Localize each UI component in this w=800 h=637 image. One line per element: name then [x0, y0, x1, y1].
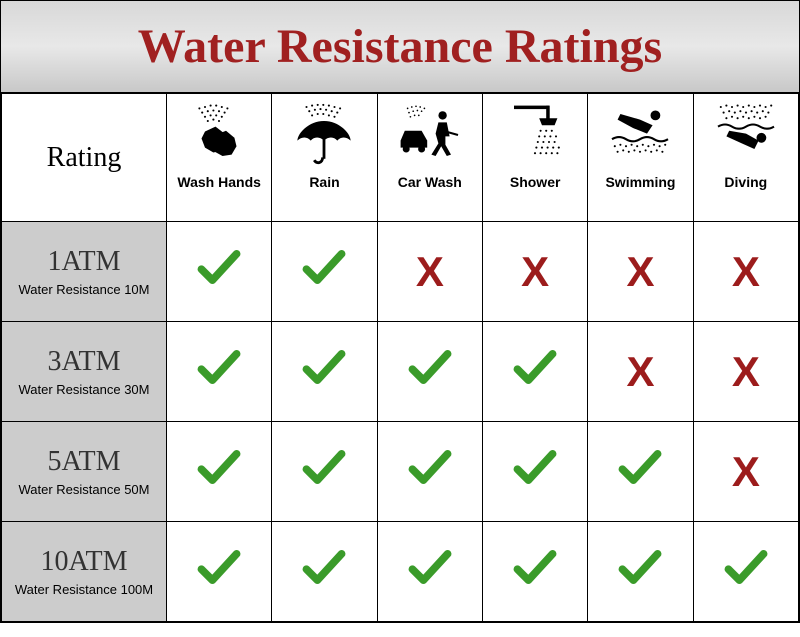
chart-container: Water Resistance Ratings Rating: [0, 0, 800, 623]
rating-cell: 3ATM Water Resistance 30M: [2, 322, 167, 422]
icon-label: Diving: [724, 174, 767, 190]
mark-cell: [167, 422, 272, 522]
check-icon: [724, 551, 768, 598]
icon-label: Shower: [510, 174, 561, 190]
mark-cell: [482, 522, 587, 622]
mark-cell: [167, 222, 272, 322]
table-row: 1ATM Water Resistance 10M X X X X: [2, 222, 799, 322]
mark-cell: X: [693, 322, 798, 422]
cross-icon: X: [626, 348, 654, 395]
table-header-row: Rating Was: [2, 94, 799, 222]
cross-icon: X: [416, 248, 444, 295]
atm-value: 3ATM: [2, 346, 166, 378]
mark-cell: [377, 522, 482, 622]
rating-cell: 1ATM Water Resistance 10M: [2, 222, 167, 322]
mark-cell: X: [588, 222, 693, 322]
mark-cell: [272, 422, 377, 522]
mark-cell: [377, 422, 482, 522]
ratings-table: Rating Was: [1, 93, 799, 622]
mark-cell: X: [693, 422, 798, 522]
water-resistance-text: Water Resistance 30M: [2, 382, 166, 397]
check-icon: [302, 351, 346, 398]
mark-cell: [272, 522, 377, 622]
check-icon: [408, 451, 452, 498]
mark-cell: [482, 422, 587, 522]
check-icon: [513, 551, 557, 598]
col-shower: Shower: [482, 94, 587, 222]
cross-icon: X: [626, 248, 654, 295]
cross-icon: X: [732, 348, 760, 395]
mark-cell: X: [588, 322, 693, 422]
atm-value: 10ATM: [2, 546, 166, 578]
mark-cell: [482, 322, 587, 422]
mark-cell: [167, 322, 272, 422]
diving-icon: [711, 100, 781, 170]
water-resistance-text: Water Resistance 10M: [2, 282, 166, 297]
car-wash-icon: [395, 100, 465, 170]
check-icon: [197, 451, 241, 498]
cross-icon: X: [732, 448, 760, 495]
rating-header-cell: Rating: [2, 94, 167, 222]
mark-cell: [272, 222, 377, 322]
wash-hands-icon: [184, 100, 254, 170]
swimming-icon: [605, 100, 675, 170]
cross-icon: X: [521, 248, 549, 295]
page-title: Water Resistance Ratings: [1, 19, 799, 74]
check-icon: [302, 551, 346, 598]
mark-cell: X: [482, 222, 587, 322]
icon-label: Rain: [309, 174, 339, 190]
table-row: 3ATM Water Resistance 30M X X: [2, 322, 799, 422]
check-icon: [618, 451, 662, 498]
icon-label: Wash Hands: [177, 174, 261, 190]
mark-cell: [693, 522, 798, 622]
atm-value: 1ATM: [2, 246, 166, 278]
cross-icon: X: [732, 248, 760, 295]
rating-cell: 10ATM Water Resistance 100M: [2, 522, 167, 622]
water-resistance-text: Water Resistance 100M: [2, 582, 166, 597]
icon-label: Car Wash: [398, 174, 462, 190]
rating-cell: 5ATM Water Resistance 50M: [2, 422, 167, 522]
check-icon: [618, 551, 662, 598]
check-icon: [408, 351, 452, 398]
check-icon: [197, 351, 241, 398]
table-row: 10ATM Water Resistance 100M: [2, 522, 799, 622]
col-diving: Diving: [693, 94, 798, 222]
water-resistance-text: Water Resistance 50M: [2, 482, 166, 497]
shower-icon: [500, 100, 570, 170]
check-icon: [197, 251, 241, 298]
check-icon: [302, 451, 346, 498]
col-wash-hands: Wash Hands: [167, 94, 272, 222]
icon-label: Swimming: [605, 174, 675, 190]
atm-value: 5ATM: [2, 446, 166, 478]
header-bar: Water Resistance Ratings: [1, 1, 799, 93]
mark-cell: [588, 422, 693, 522]
mark-cell: [167, 522, 272, 622]
col-rain: Rain: [272, 94, 377, 222]
mark-cell: [272, 322, 377, 422]
mark-cell: [588, 522, 693, 622]
check-icon: [197, 551, 241, 598]
umbrella-icon: [289, 100, 359, 170]
mark-cell: [377, 322, 482, 422]
table-body: 1ATM Water Resistance 10M X X X X 3ATM Water Re…: [2, 222, 799, 622]
col-car-wash: Car Wash: [377, 94, 482, 222]
mark-cell: X: [693, 222, 798, 322]
col-swimming: Swimming: [588, 94, 693, 222]
check-icon: [513, 351, 557, 398]
check-icon: [513, 451, 557, 498]
table-row: 5ATM Water Resistance 50M X: [2, 422, 799, 522]
mark-cell: X: [377, 222, 482, 322]
check-icon: [302, 251, 346, 298]
check-icon: [408, 551, 452, 598]
